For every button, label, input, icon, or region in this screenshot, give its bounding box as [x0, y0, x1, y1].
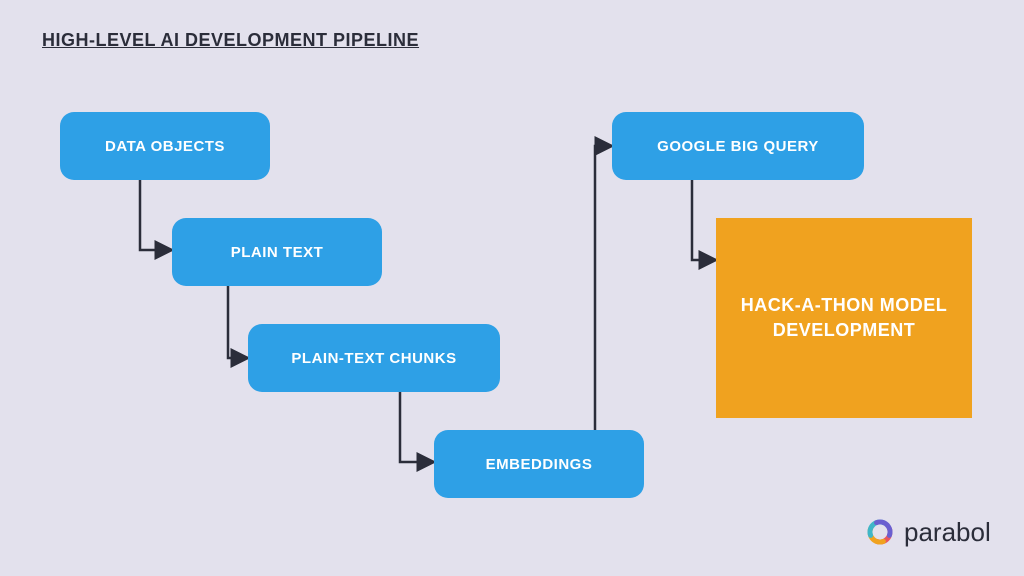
edge-embeddings-to-google-big-query	[595, 146, 612, 430]
brand-logo: parabol	[864, 516, 991, 548]
diagram-canvas: HIGH-LEVEL AI DEVELOPMENT PIPELINE DATA …	[0, 0, 1024, 576]
node-plain-text-chunks: PLAIN-TEXT CHUNKS	[248, 324, 500, 392]
node-google-big-query: GOOGLE BIG QUERY	[612, 112, 864, 180]
edge-plain-text-to-plain-text-chunks	[228, 286, 248, 358]
diagram-title: HIGH-LEVEL AI DEVELOPMENT PIPELINE	[42, 30, 419, 51]
edge-google-big-query-to-hackathon	[692, 180, 716, 260]
node-embeddings: EMBEDDINGS	[434, 430, 644, 498]
parabol-ring-icon	[864, 516, 896, 548]
brand-name: parabol	[904, 517, 991, 548]
node-plain-text: PLAIN TEXT	[172, 218, 382, 286]
node-data-objects: DATA OBJECTS	[60, 112, 270, 180]
edge-data-objects-to-plain-text	[140, 180, 172, 250]
edge-plain-text-chunks-to-embeddings	[400, 392, 434, 462]
node-hackathon: HACK-A-THON MODEL DEVELOPMENT	[716, 218, 972, 418]
